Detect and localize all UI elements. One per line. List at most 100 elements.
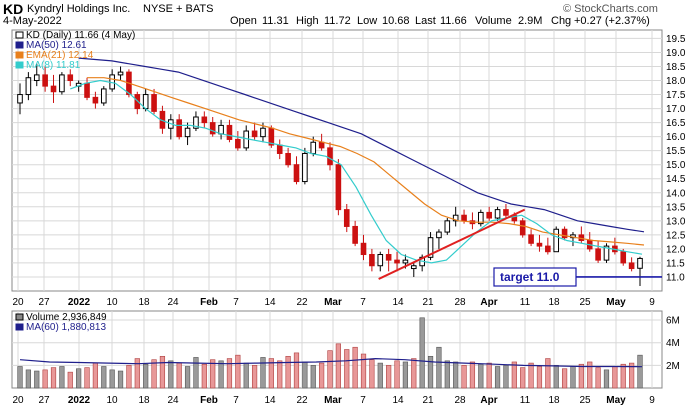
- candle-body: [92, 96, 99, 104]
- candle-body: [536, 242, 543, 247]
- volume-bar: [327, 350, 333, 389]
- candle-body: [42, 74, 48, 87]
- candle-body: [486, 211, 492, 219]
- candle-body: [595, 248, 601, 261]
- candle-body: [226, 124, 233, 140]
- volume-bar: [536, 366, 543, 389]
- candle-body: [176, 119, 182, 138]
- date-tick-label: 18: [138, 395, 150, 405]
- ma50-line: [78, 57, 645, 233]
- price-tick-label: 15.0: [666, 160, 686, 171]
- candle-body: [25, 77, 32, 96]
- candle-body: [117, 71, 124, 76]
- date-tick-label: 21: [422, 297, 434, 308]
- date-tick-label: 28: [454, 395, 466, 405]
- candle-body: [84, 82, 90, 98]
- volume-bar: [419, 317, 425, 389]
- legend-entry: MA(50) 12.61: [26, 40, 87, 51]
- volume-bar: [126, 365, 132, 389]
- volume-bar: [176, 362, 182, 389]
- candle-body: [251, 130, 258, 138]
- candle-body: [318, 141, 325, 149]
- ema21-line: [87, 77, 645, 246]
- volume-bar: [34, 370, 40, 389]
- date-tick-label: May: [606, 297, 626, 308]
- watermark: © StockCharts.com: [563, 3, 658, 15]
- volume-bar: [193, 357, 199, 389]
- chg-label: Chg: [551, 15, 572, 27]
- volume-bar: [151, 359, 157, 389]
- volume-bar: [226, 358, 233, 389]
- candle-body: [285, 152, 291, 166]
- volume-bar: [629, 362, 635, 389]
- price-tick-label: 13.5: [666, 202, 686, 213]
- candle-body: [310, 141, 317, 154]
- date-tick-label: 25: [579, 395, 591, 405]
- volume-bar: [84, 367, 90, 389]
- volume-bar: [42, 369, 48, 389]
- price-tick-label: 19.0: [666, 48, 686, 59]
- date-tick-label: Mar: [324, 297, 342, 308]
- candle-body: [260, 127, 266, 138]
- candle-body: [218, 124, 224, 135]
- legend-swatch: [15, 51, 24, 59]
- volume-bar: [344, 349, 350, 389]
- date-tick-label: 22: [296, 395, 308, 405]
- volume-bar: [503, 365, 509, 389]
- volume-bar: [612, 366, 618, 389]
- candle-body: [201, 116, 208, 124]
- price-tick-label: 11.5: [666, 258, 685, 269]
- volume-bar: [218, 360, 224, 389]
- date-tick-label: Mar: [324, 395, 342, 405]
- price-tick-label: 16.5: [666, 118, 686, 129]
- candle-body: [553, 228, 560, 253]
- volume-bar: [486, 362, 492, 389]
- legend-swatch: [15, 61, 24, 69]
- volume-bar: [335, 343, 341, 389]
- candle-body: [276, 144, 283, 154]
- candle-body: [452, 214, 459, 222]
- last-label: Last: [415, 15, 436, 27]
- date-tick-label: 7: [360, 297, 366, 308]
- volume-bar: [453, 361, 459, 389]
- date-tick-label: 11: [520, 395, 531, 405]
- volume-bar: [260, 357, 266, 389]
- date-tick-label: 14: [264, 297, 276, 308]
- price-tick-label: 17.0: [666, 104, 686, 115]
- volume-bar: [17, 366, 23, 389]
- volume-tick-label: 6M: [666, 316, 680, 327]
- candle-body: [67, 74, 74, 82]
- price-tick-label: 14.0: [666, 188, 686, 199]
- candle-body: [59, 74, 65, 93]
- price-tick-label: 13.0: [666, 216, 686, 227]
- candle-body: [427, 237, 434, 258]
- volume-legend-swatch: [15, 323, 24, 331]
- candle-body: [545, 245, 551, 253]
- price-tick-label: 14.5: [666, 174, 686, 185]
- candle-body: [461, 214, 467, 222]
- volume-legend-entry: Volume 2,936,849: [26, 312, 107, 323]
- date-tick-label: 10: [106, 297, 118, 308]
- volume-legend-entry: MA(60) 1,880,813: [26, 322, 106, 333]
- date-tick-label: 27: [38, 297, 50, 308]
- date-tick-label: 9: [649, 395, 655, 405]
- candle-body: [494, 209, 501, 219]
- candle-body: [394, 259, 400, 264]
- candle-body: [369, 254, 375, 267]
- price-tick-label: 12.5: [666, 230, 686, 241]
- date-tick-label: 24: [167, 297, 179, 308]
- price-tick-label: 12.0: [666, 244, 686, 255]
- volume-bar: [520, 367, 526, 389]
- candle-body: [377, 254, 384, 267]
- volume-bar: [101, 366, 107, 389]
- candle-body: [402, 259, 409, 264]
- date-tick-label: 7: [360, 395, 366, 405]
- candle-body: [444, 220, 451, 233]
- volume-tick-label: 4M: [666, 338, 680, 349]
- volume-bar: [268, 358, 274, 389]
- volume-bar: [402, 361, 409, 389]
- low-label: Low: [357, 15, 378, 27]
- candle-body: [561, 228, 568, 239]
- date-tick-label: 9: [649, 297, 655, 308]
- volume-bar: [578, 363, 584, 389]
